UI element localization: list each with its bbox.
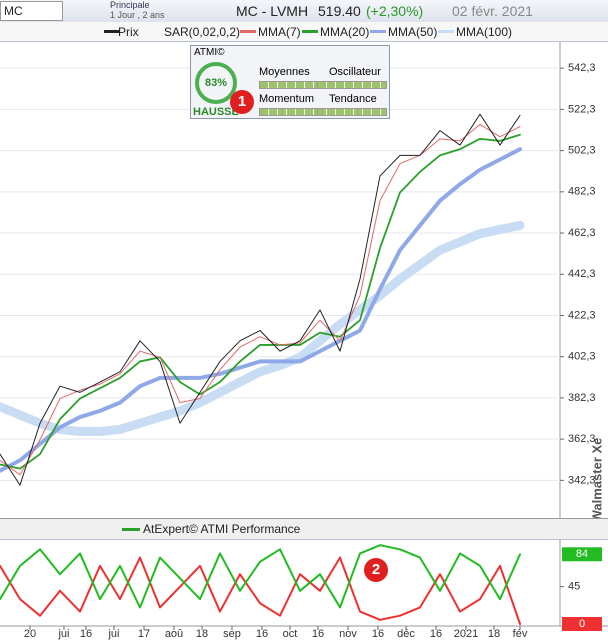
x-tick-label: oct (283, 628, 298, 640)
x-tick-label: 18 (196, 628, 208, 640)
x-tick-label: jui (57, 628, 69, 640)
period[interactable]: 1 Jour , 2 ans (110, 10, 165, 20)
y-tick-label: 482,3 (568, 186, 596, 198)
toolbar: MC Principale 1 Jour , 2 ans MC - LVMH 5… (0, 0, 608, 23)
x-tick-label: 2021 (454, 628, 478, 640)
y-tick-label: 362,3 (568, 433, 596, 445)
atmi-panel: ATMI© 83% HAUSSE Moyennes Oscillateur Mo… (190, 45, 390, 119)
lower-panel-title: AtExpert© ATMI Performance (143, 522, 301, 536)
indicator-label: Oscillateur (329, 66, 381, 78)
x-tick-label: 20 (24, 628, 36, 640)
indicator-label: Tendance (329, 93, 377, 105)
x-tick-label: 16 (372, 628, 384, 640)
y-tick-label: 542,3 (568, 62, 596, 74)
series-line (0, 556, 521, 625)
y-tick-label: 422,3 (568, 309, 596, 321)
badge: 1 (230, 90, 254, 114)
legend-swatch (370, 30, 386, 33)
y-tick-label: 402,3 (568, 351, 596, 363)
x-tick-label: fév (513, 628, 528, 640)
series-line (0, 544, 521, 609)
y-tick-label: 522,3 (568, 103, 596, 115)
x-tick-label: 16 (256, 628, 268, 640)
y-tick-label: 382,3 (568, 392, 596, 404)
legend-entry[interactable]: MMA(50) (388, 25, 438, 39)
legend-swatch (122, 528, 140, 531)
value-badge (562, 547, 602, 562)
gauge-score: 83% (195, 62, 237, 104)
atmi-title: ATMI© (194, 47, 225, 58)
y-tick-label: 502,3 (568, 145, 596, 157)
axis-bg (560, 41, 608, 641)
indicator-label: Momentum (259, 93, 315, 105)
legend-entry[interactable]: MMA(7) (258, 25, 301, 39)
legend-swatch (302, 30, 318, 33)
lower-toolbar: AtExpert© ATMI Performance (0, 518, 608, 540)
series-line (0, 133, 521, 470)
legend-swatch (438, 30, 454, 33)
x-tick-label: sep (223, 628, 241, 640)
symbol-input[interactable]: MC (0, 1, 63, 21)
legend-swatch (104, 30, 120, 33)
legend-entry[interactable]: SAR(0,02,0,2) (164, 25, 241, 39)
change: (+2,30%) (366, 3, 424, 19)
badge: 2 (364, 558, 388, 582)
legend-entry[interactable]: Prix (118, 25, 139, 39)
gauge (317, 108, 387, 116)
y-tick-label: 442,3 (568, 268, 596, 280)
x-tick-label: 18 (488, 628, 500, 640)
layout-name[interactable]: Principale (110, 0, 150, 10)
y-tick-label: 462,3 (568, 227, 596, 239)
gauge (317, 81, 387, 89)
x-tick-label: jui (107, 628, 119, 640)
x-tick-label: déc (397, 628, 415, 640)
x-tick-label: 16 (312, 628, 324, 640)
date: 02 févr. 2021 (452, 3, 533, 19)
trend-label: HAUSSE (193, 106, 239, 118)
y-tick-label: 342,3 (568, 474, 596, 486)
legend-bar: SAR(0,02,0,2) Prix MMA(7) MMA(20) MMA(50) MM… (0, 22, 608, 42)
series-line (0, 147, 522, 473)
legend-entry[interactable]: MMA(100) (456, 25, 513, 39)
x-tick-label: nov (339, 628, 357, 640)
y-tick-label: 45 (568, 581, 580, 593)
x-tick-label: 17 (138, 628, 150, 640)
x-tick-label: 16 (430, 628, 442, 640)
series-line (0, 123, 521, 476)
indicator-label: Moyennes (259, 66, 310, 78)
watermark: Walmaster Xe (589, 438, 604, 523)
plot-bg (0, 41, 560, 517)
value-label: 84 (576, 548, 588, 560)
value-badge (562, 617, 602, 631)
x-tick-label: 16 (80, 628, 92, 640)
series-line (0, 220, 525, 437)
x-tick-label: aoû (165, 628, 183, 640)
legend-entry[interactable]: MMA(20) (320, 25, 370, 39)
price: 519.40 (318, 3, 361, 19)
series-line (0, 113, 521, 486)
value-label: 0 (579, 618, 585, 630)
title: MC - LVMH (236, 3, 309, 19)
legend-swatch (240, 30, 256, 33)
